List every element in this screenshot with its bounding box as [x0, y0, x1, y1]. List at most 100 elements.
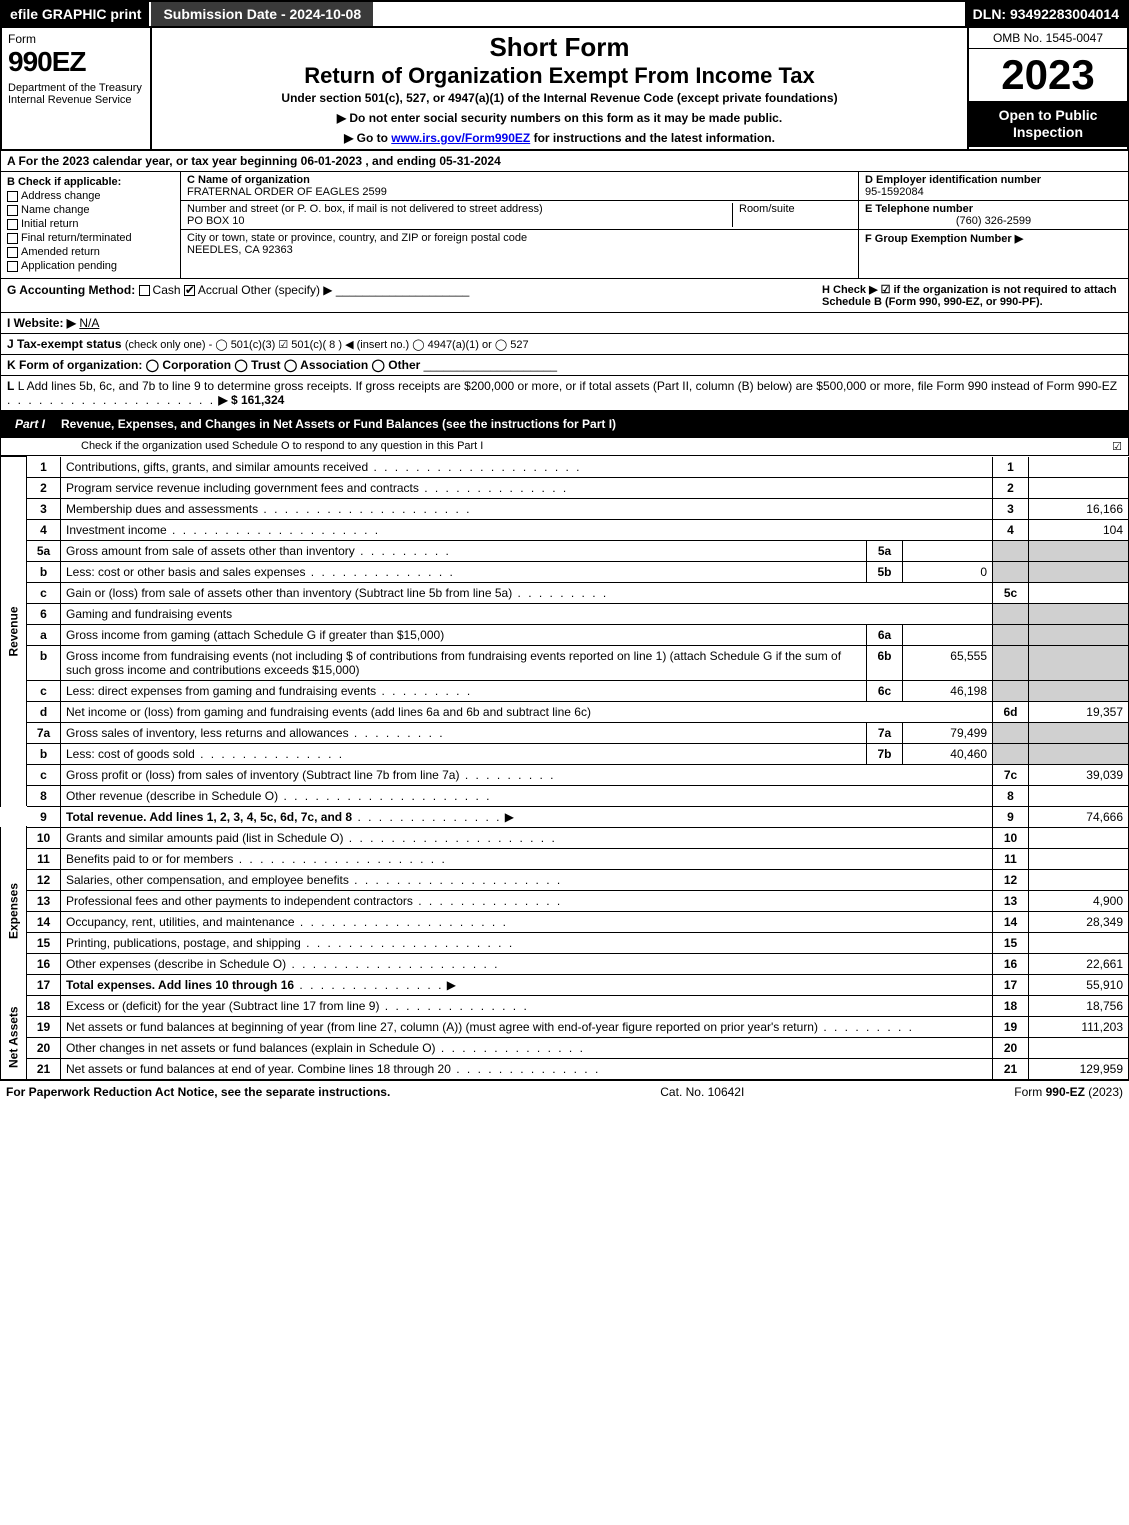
line-desc: Occupancy, rent, utilities, and maintena… [61, 911, 993, 932]
dln-label: DLN: 93492283004014 [965, 2, 1127, 26]
chk-amended[interactable]: Amended return [7, 246, 174, 258]
table-row: c Gross profit or (loss) from sales of i… [1, 764, 1129, 785]
line-num: b [27, 645, 61, 680]
line-num: 2 [27, 477, 61, 498]
table-row: 11 Benefits paid to or for members 11 [1, 848, 1129, 869]
line-rlab: 2 [993, 477, 1029, 498]
form-header: Form 990EZ Department of the Treasury In… [0, 28, 1129, 151]
line-inlab: 5a [867, 540, 903, 561]
note-goto-post: for instructions and the latest informat… [530, 131, 775, 145]
g-label: G Accounting Method: [7, 283, 135, 297]
chk-name-label: Name change [21, 204, 90, 216]
chk-accrual[interactable] [184, 285, 195, 296]
f-group: F Group Exemption Number ▶ [859, 230, 1128, 278]
l-amount: ▶ $ 161,324 [218, 393, 284, 407]
line-rlab: 21 [993, 1058, 1029, 1079]
line-rlab [993, 540, 1029, 561]
line-rlab: 1 [993, 457, 1029, 478]
chk-final[interactable]: Final return/terminated [7, 232, 174, 244]
line-inval [903, 540, 993, 561]
line-num: 7a [27, 722, 61, 743]
note-ssn: ▶ Do not enter social security numbers o… [158, 111, 961, 125]
line-inlab: 7a [867, 722, 903, 743]
part-i-sub: Check if the organization used Schedule … [0, 438, 1129, 456]
irs-link[interactable]: www.irs.gov/Form990EZ [391, 131, 530, 145]
line-inlab: 6b [867, 645, 903, 680]
line-desc: Total revenue. Add lines 1, 2, 3, 4, 5c,… [61, 806, 993, 827]
part-i-title: Revenue, Expenses, and Changes in Net As… [61, 417, 616, 431]
line-rval: 22,661 [1029, 953, 1129, 974]
row-h: H Check ▶ ☑ if the organization is not r… [822, 283, 1122, 308]
line-rval: 111,203 [1029, 1016, 1129, 1037]
chk-address-label: Address change [21, 190, 101, 202]
website-value: N/A [79, 316, 99, 330]
line-desc: Contributions, gifts, grants, and simila… [61, 457, 993, 478]
chk-amended-label: Amended return [21, 246, 100, 258]
chk-name[interactable]: Name change [7, 204, 174, 216]
omb-number: OMB No. 1545-0047 [969, 28, 1127, 49]
line-rlab: 6d [993, 701, 1029, 722]
chk-cash[interactable] [139, 285, 150, 296]
line-inval [903, 624, 993, 645]
h-text: H Check ▶ ☑ if the organization is not r… [822, 284, 1117, 308]
top-bar: efile GRAPHIC print Submission Date - 20… [0, 0, 1129, 28]
line-desc: Program service revenue including govern… [61, 477, 993, 498]
d-ein-label: D Employer identification number [865, 174, 1122, 186]
line-num: 9 [27, 806, 61, 827]
org-name: FRATERNAL ORDER OF EAGLES 2599 [187, 186, 852, 198]
room-suite-label: Room/suite [732, 203, 852, 227]
line-rval: 39,039 [1029, 764, 1129, 785]
cash-label: Cash [153, 283, 181, 297]
line-desc: Benefits paid to or for members [61, 848, 993, 869]
line-rval: 129,959 [1029, 1058, 1129, 1079]
line-rval [1029, 743, 1129, 764]
chk-pending[interactable]: Application pending [7, 260, 174, 272]
line-rval: 28,349 [1029, 911, 1129, 932]
line-rval [1029, 1037, 1129, 1058]
chk-initial[interactable]: Initial return [7, 218, 174, 230]
line-num: a [27, 624, 61, 645]
header-right: OMB No. 1545-0047 2023 Open to Public In… [967, 28, 1127, 149]
table-row: 13 Professional fees and other payments … [1, 890, 1129, 911]
table-row: 17 Total expenses. Add lines 10 through … [1, 974, 1129, 995]
table-row: Expenses 10 Grants and similar amounts p… [1, 827, 1129, 848]
c-city-row: City or town, state or province, country… [181, 230, 858, 258]
line-rlab [993, 603, 1029, 624]
table-row: 16 Other expenses (describe in Schedule … [1, 953, 1129, 974]
part-i-sub-text: Check if the organization used Schedule … [81, 440, 483, 453]
line-num: 1 [27, 457, 61, 478]
org-city: NEEDLES, CA 92363 [187, 244, 852, 256]
block-bcd: B Check if applicable: Address change Na… [0, 172, 1129, 279]
c-street-label: Number and street (or P. O. box, if mail… [187, 203, 732, 215]
line-rlab: 7c [993, 764, 1029, 785]
expenses-vlabel: Expenses [1, 827, 27, 995]
line-rlab: 19 [993, 1016, 1029, 1037]
line-desc: Gain or (loss) from sale of assets other… [61, 582, 993, 603]
chk-address[interactable]: Address change [7, 190, 174, 202]
col-c: C Name of organization FRATERNAL ORDER O… [181, 172, 858, 278]
header-center: Short Form Return of Organization Exempt… [152, 28, 967, 149]
line-rlab: 4 [993, 519, 1029, 540]
line-rlab: 15 [993, 932, 1029, 953]
line-rval [1029, 932, 1129, 953]
line-desc: Gross income from fundraising events (no… [61, 645, 867, 680]
line-desc: Gaming and fundraising events [61, 603, 993, 624]
table-row: 12 Salaries, other compensation, and emp… [1, 869, 1129, 890]
efile-label[interactable]: efile GRAPHIC print [2, 2, 149, 26]
line-inlab: 6c [867, 680, 903, 701]
table-row: b Gross income from fundraising events (… [1, 645, 1129, 680]
line-num: b [27, 561, 61, 582]
footer-mid: Cat. No. 10642I [660, 1085, 744, 1099]
line-rval [1029, 624, 1129, 645]
tel-value: (760) 326-2599 [865, 215, 1122, 227]
c-name-row: C Name of organization FRATERNAL ORDER O… [181, 172, 858, 201]
line-rval: 4,900 [1029, 890, 1129, 911]
table-row: 7a Gross sales of inventory, less return… [1, 722, 1129, 743]
line-desc: Printing, publications, postage, and shi… [61, 932, 993, 953]
line-num: 10 [27, 827, 61, 848]
line-rval: 74,666 [1029, 806, 1129, 827]
table-row: 8 Other revenue (describe in Schedule O)… [1, 785, 1129, 806]
line-rlab [993, 624, 1029, 645]
line-rlab [993, 722, 1029, 743]
line-rlab [993, 561, 1029, 582]
